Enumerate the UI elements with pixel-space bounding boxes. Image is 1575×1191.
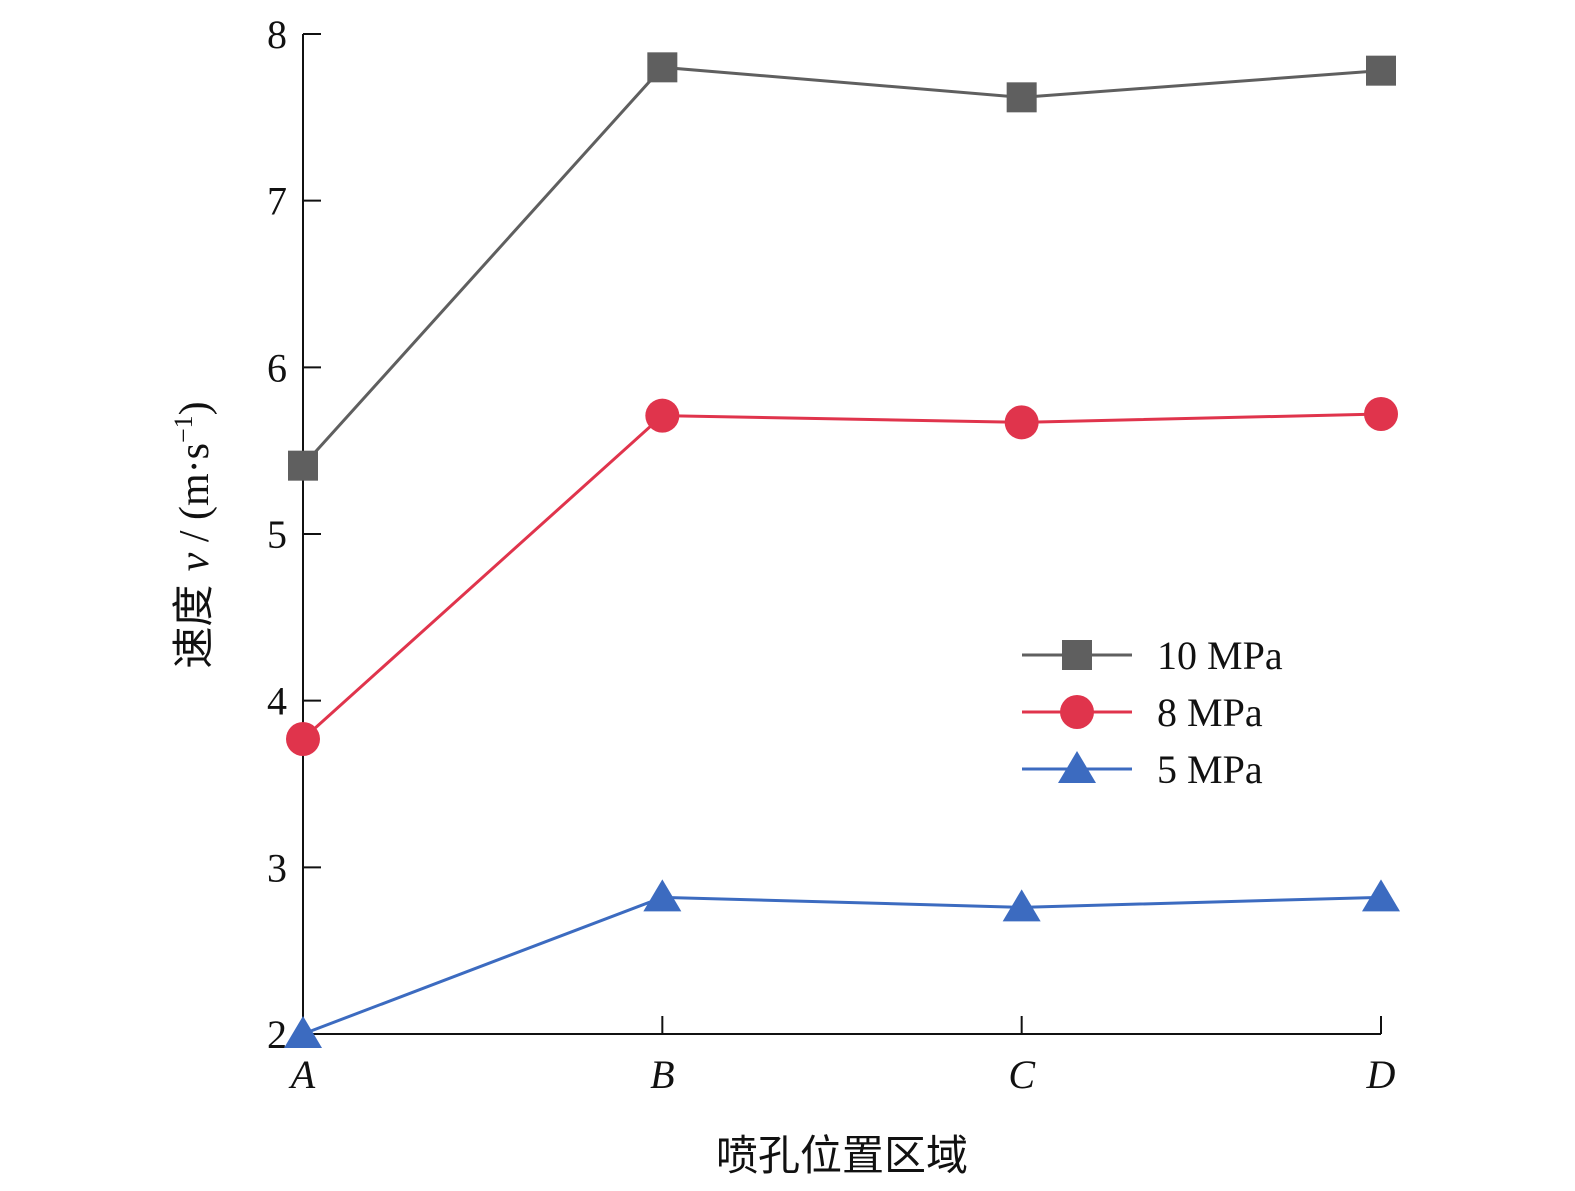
x-tick-label: D <box>1366 1052 1396 1097</box>
x-tick-label: B <box>650 1052 674 1097</box>
data-point-marker <box>1006 82 1037 113</box>
y-tick-label: 2 <box>267 1012 287 1057</box>
y-tick-label: 6 <box>267 345 287 390</box>
y-tick-label: 5 <box>267 512 287 557</box>
data-point-marker <box>286 722 320 756</box>
data-point-marker <box>1362 879 1400 912</box>
legend-item: 8 MPa <box>1022 690 1263 735</box>
data-point-marker <box>645 398 680 433</box>
legend-label: 5 MPa <box>1157 747 1263 792</box>
legend-label: 10 MPa <box>1157 633 1283 678</box>
data-point-marker <box>643 879 682 912</box>
data-point-marker <box>1364 397 1398 431</box>
data-point-marker <box>284 1016 322 1048</box>
y-tick-label: 7 <box>267 179 287 224</box>
y-tick-label: 4 <box>267 679 287 724</box>
data-point-marker <box>647 52 678 83</box>
legend-marker <box>1058 751 1096 783</box>
series-line <box>302 895 1382 1036</box>
series-1 <box>286 397 1398 756</box>
y-tick-label: 8 <box>267 12 287 57</box>
series-layer <box>284 52 1400 1048</box>
legend-marker <box>1062 640 1092 670</box>
legend-item: 5 MPa <box>1022 747 1263 792</box>
x-tick-label: C <box>1008 1052 1036 1097</box>
y-tick-label: 3 <box>267 845 287 890</box>
data-point-marker <box>1002 889 1041 922</box>
x-axis-title: 喷孔位置区域 <box>716 1131 968 1180</box>
legend: 10 MPa 8 MPa 5 MPa <box>1022 633 1283 792</box>
series-line <box>301 412 1382 741</box>
series-0 <box>288 52 1396 481</box>
x-tick-label: A <box>288 1052 316 1097</box>
legend-marker <box>1060 695 1094 729</box>
legend-item: 10 MPa <box>1022 633 1283 678</box>
y-axis-title: 速度 v / (m·s−1) <box>169 401 218 668</box>
series-2 <box>284 879 1400 1048</box>
data-point-marker <box>1366 55 1396 86</box>
series-line <box>301 65 1382 467</box>
data-point-marker <box>288 450 318 481</box>
data-point-marker <box>1004 405 1039 440</box>
axes: 2 3 4 5 6 7 8 A B C D <box>267 12 1396 1097</box>
legend-label: 8 MPa <box>1157 690 1263 735</box>
